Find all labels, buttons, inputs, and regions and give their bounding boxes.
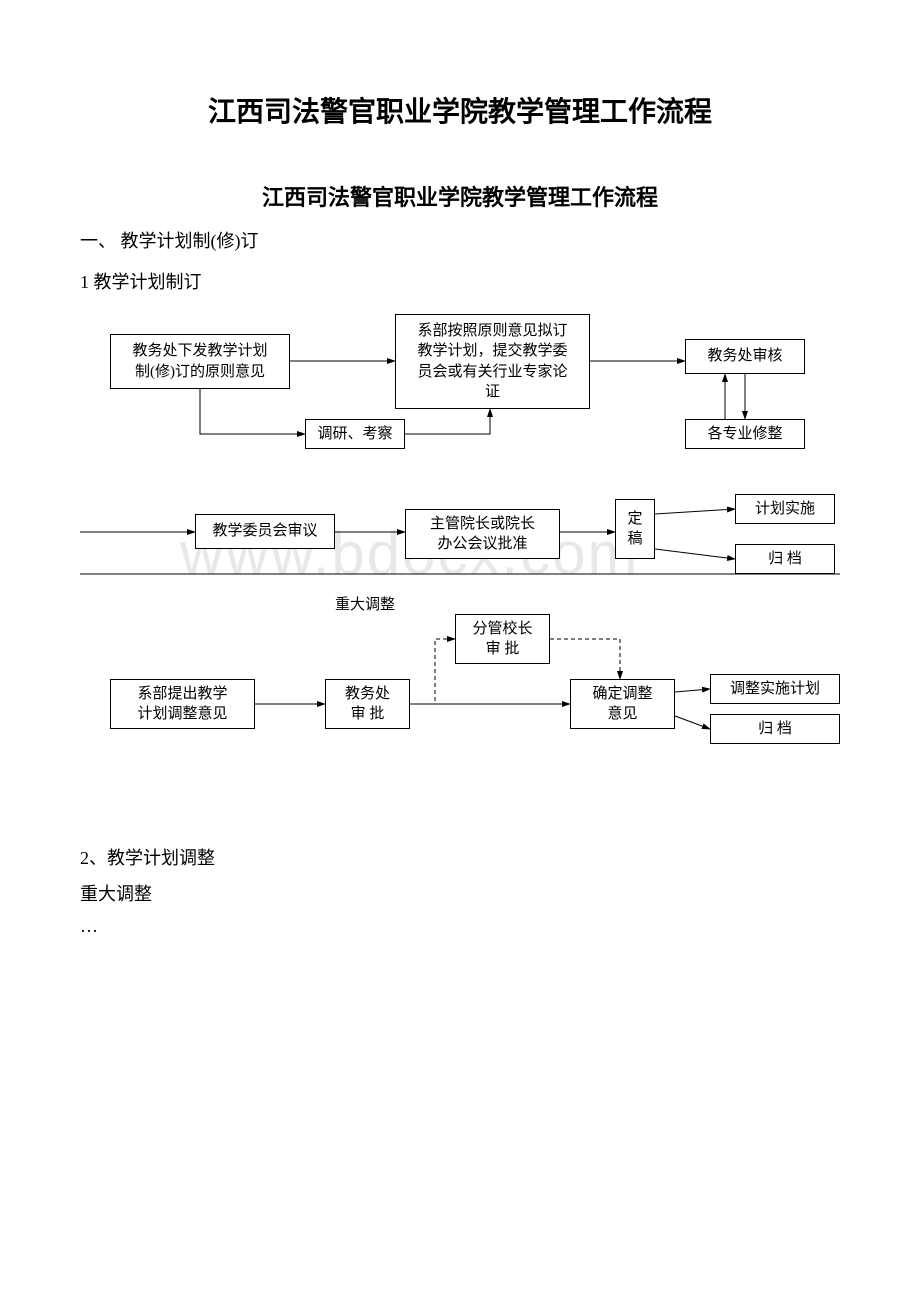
flow-edge [675,689,710,692]
flow-node-n9: 计划实施 [735,494,835,524]
flow-node-n5: 各专业修整 [685,419,805,449]
sub-title: 江西司法警官职业学院教学管理工作流程 [80,180,840,212]
flow-node-n7: 主管院长或院长 办公会议批准 [405,509,560,559]
flow-node-n3: 系部按照原则意见拟订 教学计划，提交教学委 员会或有关行业专家论 证 [395,314,590,409]
flow-label: 重大调整 [335,596,395,613]
flow-edge [405,409,490,434]
flow-edge [550,639,620,679]
flow-edge [675,716,710,729]
flow-node-n13: 教务处 审 批 [325,679,410,729]
section-heading-1: 一、 教学计划制(修)订 [80,227,840,253]
body-text-2: … [80,916,840,937]
flow-node-n6: 教学委员会审议 [195,514,335,549]
flow-edge [655,509,735,514]
flow-node-n8: 定 稿 [615,499,655,559]
sub-heading-1: 1 教学计划制订 [80,268,840,294]
flow-edge [200,389,305,434]
flow-edge [410,639,455,704]
flow-node-n15: 调整实施计划 [710,674,840,704]
flow-node-n4: 教务处审核 [685,339,805,374]
sub-heading-2: 2、教学计划调整 [80,844,840,870]
flow-node-n1: 教务处下发教学计划 制(修)订的原则意见 [110,334,290,389]
flowchart-diagram: www.bdocx.com 重大调整 教务处下发教学计划 制(修)订的原则意见调… [80,314,840,844]
flow-node-n16: 归 档 [710,714,840,744]
flow-edge [655,549,735,559]
main-title: 江西司法警官职业学院教学管理工作流程 [80,90,840,130]
flow-node-n10: 归 档 [735,544,835,574]
flow-node-n11: 分管校长 审 批 [455,614,550,664]
flow-node-n2: 调研、考察 [305,419,405,449]
body-text-1: 重大调整 [80,880,840,906]
flow-node-n12: 系部提出教学 计划调整意见 [110,679,255,729]
flow-node-n14: 确定调整 意见 [570,679,675,729]
